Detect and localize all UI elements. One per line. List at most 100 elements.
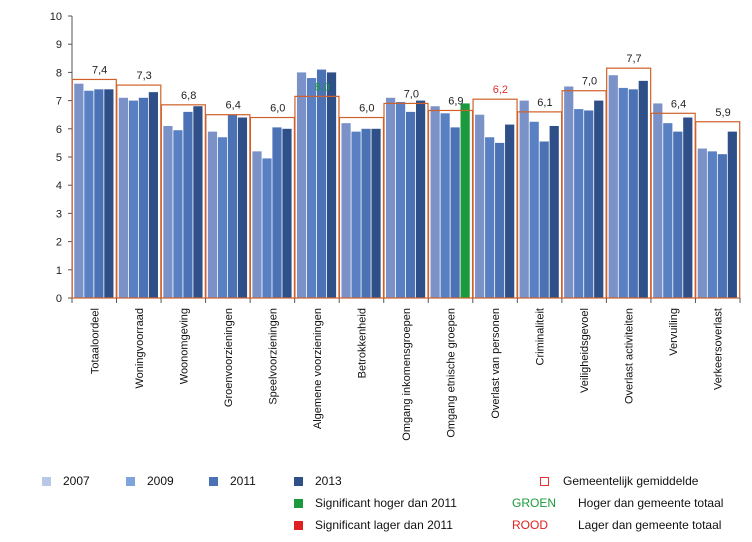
bar-2007-1 <box>118 97 128 298</box>
category-label-11: Veiligheidsgevoel <box>579 308 591 393</box>
legend-avg-square-icon <box>540 476 549 486</box>
legend-label-avg: Gemeentelijk gemiddelde <box>563 474 699 488</box>
bar-2013-3 <box>237 117 248 299</box>
legend-swatch-2013 <box>294 476 303 486</box>
bar-2013-10 <box>549 125 559 298</box>
y-tick-label: 0 <box>56 293 62 305</box>
legend-label-red: Lager dan gemeente totaal <box>578 518 722 532</box>
y-tick-label: 10 <box>50 11 62 23</box>
y-tick-label: 9 <box>56 39 62 51</box>
category-label-8: Omgang etnische groepen <box>446 308 458 438</box>
bar-2013-8 <box>460 103 470 298</box>
avg-label-3: 6,4 <box>226 100 241 112</box>
bar-2011-10 <box>539 141 549 298</box>
legend-code-green: GROEN <box>512 496 557 510</box>
avg-label-12: 7,7 <box>626 53 641 65</box>
bar-2007-11 <box>564 86 574 298</box>
legend-code-red: ROOD <box>512 518 548 532</box>
y-tick-label: 2 <box>56 237 62 249</box>
legend-swatch-2011 <box>209 476 218 486</box>
avg-label-2: 6,8 <box>181 90 196 102</box>
bar-2011-0 <box>94 89 104 298</box>
bar-2011-1 <box>138 97 148 298</box>
bar-2013-1 <box>148 92 158 298</box>
legend-label-sig-low: Significant lager dan 2011 <box>315 518 453 532</box>
bar-chart: 0 1 2 3 4 5 6 7 8 9 10 7,4 Totaaloordeel 7,3 Woningvoo… <box>50 11 741 441</box>
legend-item-2013: 2013 <box>294 474 342 488</box>
bar-2011-8 <box>450 127 460 298</box>
avg-label-0: 7,4 <box>92 64 107 76</box>
legend-item-2009: 2009 <box>126 474 174 488</box>
legend-item-sig-low: Significant lager dan 2011 <box>294 518 453 532</box>
category-label-10: Criminaliteit <box>535 308 547 365</box>
legend-label-2007: 2007 <box>63 474 90 488</box>
y-tick-label: 6 <box>56 124 62 136</box>
legend-label-green: Hoger dan gemeente totaal <box>578 496 724 510</box>
y-tick-label: 4 <box>56 180 62 192</box>
y-tick-label: 7 <box>56 96 62 108</box>
bar-2011-2 <box>183 111 193 298</box>
category-label-1: Woningvoorraad <box>134 308 146 389</box>
legend-swatch-sig-low <box>294 520 303 530</box>
category-label-6: Betrokkenheid <box>356 308 368 378</box>
avg-label-9: 6,2 <box>493 84 508 96</box>
bar-2007-14 <box>697 148 707 298</box>
bar-2007-8 <box>430 106 440 299</box>
legend-swatch-2007 <box>42 476 51 486</box>
bar-2011-12 <box>628 89 638 298</box>
bar-2007-3 <box>207 131 218 298</box>
bar-2011-4 <box>272 127 282 298</box>
bar-2009-6 <box>351 131 361 298</box>
avg-label-11: 7,0 <box>582 76 597 88</box>
category-label-13: Vervuiling <box>668 308 680 356</box>
category-label-4: Speelvoorzieningen <box>267 308 279 405</box>
bar-2013-6 <box>371 128 381 298</box>
y-tick-label: 3 <box>56 208 62 220</box>
bar-2011-13 <box>673 131 683 298</box>
bar-2013-12 <box>638 80 648 298</box>
legend-item-avg: Gemeentelijk gemiddelde <box>540 474 698 488</box>
bar-2009-11 <box>574 109 584 298</box>
bar-2011-5 <box>316 69 327 298</box>
bar-2013-7 <box>416 100 426 298</box>
bar-2009-8 <box>440 113 450 298</box>
bar-2013-4 <box>282 128 292 298</box>
legend-item-sig-high: Significant hoger dan 2011 <box>294 496 457 510</box>
bar-2009-13 <box>663 123 673 298</box>
category-label-3: Groenvoorzieningen <box>223 308 235 407</box>
bar-2011-3 <box>227 114 238 298</box>
legend-label-2009: 2009 <box>147 474 174 488</box>
bar-2009-3 <box>217 137 228 298</box>
bar-2009-2 <box>173 130 183 298</box>
category-label-5: Algemene voorzieningen <box>312 308 324 429</box>
bar-2009-9 <box>485 137 495 298</box>
avg-label-5: 8,0 <box>315 81 330 93</box>
legend-item-green: GROEN Hoger dan gemeente totaal <box>512 496 723 510</box>
bar-2011-6 <box>361 128 371 298</box>
bar-2009-5 <box>306 78 317 298</box>
bar-2011-14 <box>717 154 727 298</box>
bar-2009-0 <box>84 90 94 298</box>
avg-label-13: 6,4 <box>671 98 686 110</box>
bar-2013-9 <box>505 124 515 298</box>
avg-label-14: 5,9 <box>715 107 730 119</box>
legend-swatch-sig-high <box>294 498 303 508</box>
bar-2007-12 <box>608 75 618 298</box>
avg-label-10: 6,1 <box>537 97 552 109</box>
legend-label-2011: 2011 <box>230 474 256 488</box>
bar-2007-2 <box>163 125 173 298</box>
bar-2011-9 <box>495 142 505 298</box>
category-label-2: Woonomgeving <box>178 308 190 384</box>
bar-2007-9 <box>475 114 485 298</box>
legend-swatch-2009 <box>126 476 135 486</box>
category-label-0: Totaaloordeel <box>89 308 101 374</box>
bar-2007-10 <box>519 100 529 298</box>
category-label-12: Overlast activiteiten <box>624 308 636 404</box>
bar-2007-4 <box>252 151 262 298</box>
legend-label-2013: 2013 <box>315 474 342 488</box>
y-tick-label: 5 <box>56 152 62 164</box>
y-tick-label: 1 <box>56 265 62 277</box>
bar-2007-6 <box>341 123 351 298</box>
bar-2011-11 <box>584 110 594 298</box>
avg-label-1: 7,3 <box>136 70 151 82</box>
